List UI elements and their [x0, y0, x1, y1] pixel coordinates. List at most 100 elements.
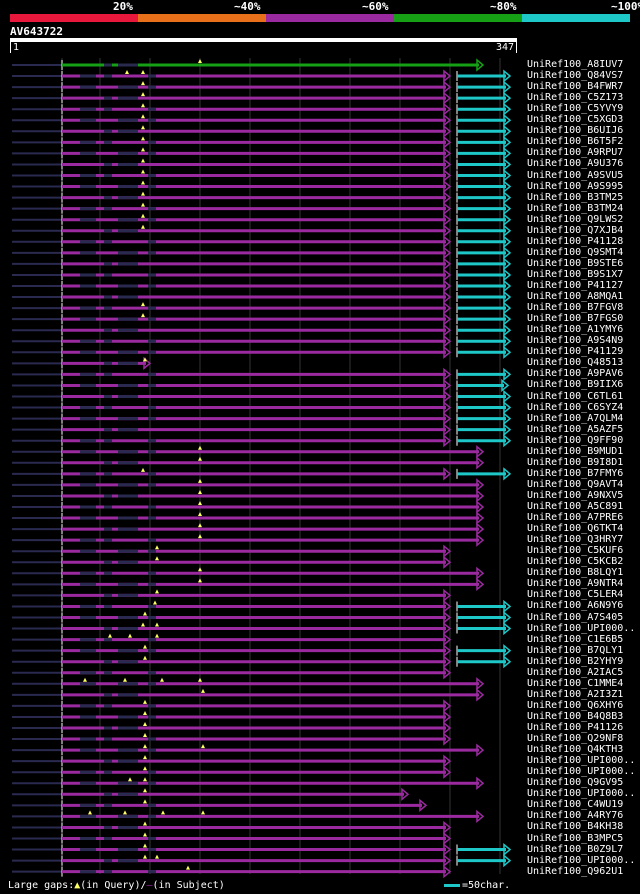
legend-percent-label: 20%	[113, 0, 133, 13]
hit-label[interactable]: UniRef100_A9NTR4	[527, 578, 624, 590]
hit-label[interactable]: UniRef100_UPI000..	[527, 788, 636, 800]
tail-arrow-icon	[503, 235, 512, 249]
hit-label[interactable]: UniRef100_A1YMY6	[527, 324, 624, 336]
hit-label[interactable]: UniRef100_B2YHY9	[527, 655, 624, 667]
scale-label: =50char.	[462, 880, 511, 891]
hit-label[interactable]: UniRef100_Q29NF8	[527, 733, 624, 745]
hit-label[interactable]: UniRef100_P41127	[527, 280, 624, 291]
query-gap-marker	[186, 865, 190, 870]
hit-label[interactable]: UniRef100_C5KCB2	[527, 556, 624, 568]
hit-label[interactable]: UniRef100_C4WU19	[527, 799, 624, 811]
tail-arrow-icon	[503, 135, 512, 149]
hit-label[interactable]: UniRef100_B9MUD1	[527, 445, 624, 457]
hit-arrow-icon	[476, 489, 485, 503]
hit-label[interactable]: UniRef100_A2I3Z1	[527, 688, 624, 700]
hit-label[interactable]: UniRef100_Q9SMT4	[527, 246, 624, 258]
hit-label[interactable]: UniRef100_Q9LWS2	[527, 213, 624, 225]
hit-label[interactable]: UniRef100_B7FMY6	[527, 467, 624, 479]
hit-label[interactable]: UniRef100_B7FGS0	[527, 313, 624, 325]
hit-label[interactable]: UniRef100_Q3HRY7	[527, 534, 624, 546]
hit-label[interactable]: UniRef100_B9IIX6	[527, 379, 624, 391]
hit-label[interactable]: UniRef100_A9SVU5	[527, 169, 624, 181]
query-gap-marker	[141, 103, 145, 108]
hit-label[interactable]: UniRef100_B3MPC5	[527, 832, 624, 844]
hit-label[interactable]: UniRef100_C6TL61	[527, 390, 624, 402]
hit-arrow-icon	[476, 533, 485, 547]
hit-label[interactable]: UniRef100_A5AZF5	[527, 423, 624, 435]
legend-percent-label: ~100%	[611, 0, 640, 13]
hit-label[interactable]: UniRef100_A8MQA1	[527, 291, 624, 303]
hit-label[interactable]: UniRef100_A9S4N9	[527, 335, 624, 347]
hit-label[interactable]: UniRef100_B4Q8B3	[527, 710, 624, 722]
hit-arrow-icon	[443, 644, 452, 658]
hit-label[interactable]: UniRef100_Q9FF90	[527, 434, 624, 446]
ruler-start-label: 1	[13, 42, 20, 53]
hit-label[interactable]: UniRef100_A9NXV5	[527, 489, 624, 501]
hit-label[interactable]: UniRef100_B3TM25	[527, 191, 624, 203]
hit-label[interactable]: UniRef100_B9S1X7	[527, 268, 624, 280]
hit-label[interactable]: UniRef100_B6UIJ6	[527, 125, 624, 137]
hit-label[interactable]: UniRef100_C5XGD3	[527, 114, 624, 126]
hit-label[interactable]: UniRef100_B7FGV8	[527, 302, 624, 314]
hit-label[interactable]: UniRef100_A4RY76	[527, 810, 624, 822]
hit-label[interactable]: UniRef100_A6N9Y6	[527, 600, 624, 612]
hit-label[interactable]: UniRef100_B9I8D1	[527, 456, 624, 468]
hit-label[interactable]: UniRef100_Q9AVT4	[527, 478, 624, 490]
hit-arrow-icon	[443, 621, 452, 636]
hit-label[interactable]: UniRef100_A2IAC5	[527, 666, 624, 678]
hit-arrow-icon	[443, 842, 452, 857]
hit-label[interactable]: UniRef100_C5YVY9	[527, 103, 624, 115]
hit-label[interactable]: UniRef100_C1MME4	[527, 677, 624, 689]
query-gap-marker	[198, 523, 202, 528]
hit-label[interactable]: UniRef100_Q9GV95	[527, 777, 624, 789]
hit-label[interactable]: UniRef100_B9STE6	[527, 257, 624, 269]
hit-arrow-icon	[476, 566, 485, 580]
hit-label[interactable]: UniRef100_Q48513	[527, 357, 624, 369]
hit-label[interactable]: UniRef100_P41126	[527, 722, 624, 733]
hit-label[interactable]: UniRef100_Q962U1	[527, 865, 624, 877]
hit-label[interactable]: UniRef100_B0Z9L7	[527, 843, 624, 855]
hit-label[interactable]: UniRef100_C6SYZ4	[527, 401, 624, 413]
hit-label[interactable]: UniRef100_A7PRE6	[527, 512, 624, 524]
hit-label[interactable]: UniRef100_Q6TKT4	[527, 523, 624, 535]
hit-label[interactable]: UniRef100_B4FWR7	[527, 81, 624, 93]
hit-arrow-icon	[476, 522, 485, 536]
query-gap-marker	[153, 600, 157, 605]
hit-label[interactable]: UniRef100_B4KH38	[527, 821, 624, 833]
hit-label[interactable]: UniRef100_C5Z173	[527, 92, 624, 104]
hit-label[interactable]: UniRef100_A7S405	[527, 611, 624, 623]
hit-label[interactable]: UniRef100_A7QLM4	[527, 412, 624, 424]
hit-label[interactable]: UniRef100_A9RPU7	[527, 147, 624, 159]
hit-label[interactable]: UniRef100_B6T5F2	[527, 136, 624, 148]
hit-arrow-icon	[476, 58, 485, 72]
hit-label[interactable]: UniRef100_Q6XHY6	[527, 699, 624, 711]
hit-label[interactable]: UniRef100_C5KUF6	[527, 545, 624, 557]
tail-arrow-icon	[503, 257, 512, 271]
hit-label[interactable]: UniRef100_Q84VS7	[527, 70, 624, 82]
hit-arrow-icon	[443, 190, 452, 205]
query-gap-marker	[161, 810, 165, 815]
query-gap-marker	[143, 843, 147, 848]
query-gap-marker	[141, 302, 145, 307]
hit-label[interactable]: UniRef100_B7QLY1	[527, 644, 624, 656]
query-gap-marker	[141, 313, 145, 318]
hit-label[interactable]: UniRef100_UPI000..	[527, 622, 636, 634]
hit-arrow-icon	[443, 732, 452, 746]
hit-label[interactable]: UniRef100_C5LER4	[527, 589, 624, 601]
hit-label[interactable]: UniRef100_UPI000..	[527, 755, 636, 767]
hit-label[interactable]: UniRef100_UPI000..	[527, 854, 636, 866]
hit-label[interactable]: UniRef100_C1E6B5	[527, 633, 624, 645]
hit-label[interactable]: UniRef100_A9S995	[527, 180, 624, 192]
hit-label[interactable]: UniRef100_A9U376	[527, 158, 624, 170]
hit-label[interactable]: UniRef100_P41129	[527, 346, 624, 358]
hit-label[interactable]: UniRef100_B3TM24	[527, 202, 624, 214]
hit-label[interactable]: UniRef100_UPI000..	[527, 766, 636, 778]
hit-label[interactable]: UniRef100_P41128	[527, 235, 624, 247]
hit-arrow-icon	[443, 301, 452, 315]
hit-label[interactable]: UniRef100_Q4KTH3	[527, 744, 624, 756]
hit-label[interactable]: UniRef100_B8LQY1	[527, 567, 624, 579]
hit-label[interactable]: UniRef100_A9PAV6	[527, 368, 624, 380]
hit-label[interactable]: UniRef100_Q7XJB4	[527, 224, 624, 236]
hit-label[interactable]: UniRef100_A5C891	[527, 501, 624, 512]
hit-label[interactable]: UniRef100_A8IUV7	[527, 59, 624, 70]
